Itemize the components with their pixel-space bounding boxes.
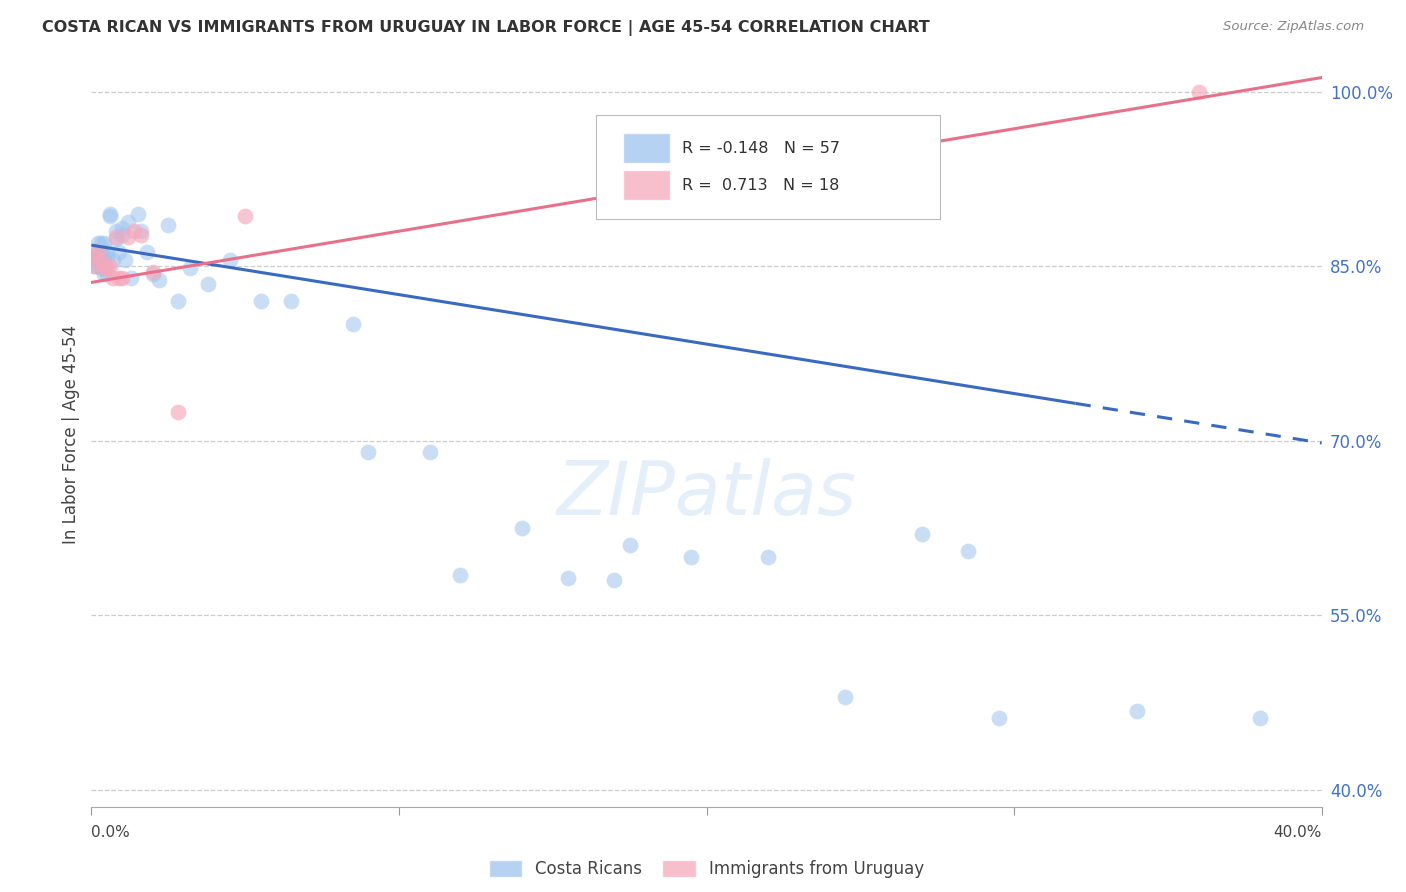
Point (157, 219, 180, 233)
Point (90, 253, 112, 268)
Point (166, 293, 188, 308)
Point (756, 549, 779, 564)
Point (129, 227, 152, 242)
Point (127, 207, 149, 221)
Text: COSTA RICAN VS IMMIGRANTS FROM URUGUAY IN LABOR FORCE | AGE 45-54 CORRELATION CH: COSTA RICAN VS IMMIGRANTS FROM URUGUAY I… (42, 20, 929, 36)
Point (111, 270, 134, 285)
Point (557, 571, 579, 585)
Point (105, 224, 127, 238)
Point (911, 526, 934, 541)
Point (1249, 711, 1271, 725)
Point (142, 267, 165, 281)
Point (117, 230, 139, 244)
Point (86, 259, 108, 273)
Point (249, 293, 271, 308)
Point (98, 259, 121, 273)
Point (105, 232, 127, 246)
Point (86, 253, 108, 268)
Legend: Costa Ricans, Immigrants from Uruguay: Costa Ricans, Immigrants from Uruguay (482, 853, 931, 885)
Y-axis label: In Labor Force | Age 45-54: In Labor Force | Age 45-54 (62, 326, 80, 544)
Point (197, 277, 219, 291)
Point (129, 224, 152, 238)
Point (124, 224, 146, 238)
Point (101, 253, 124, 268)
Point (419, 445, 441, 459)
Text: 40.0%: 40.0% (1274, 825, 1322, 840)
Point (280, 293, 302, 308)
Point (108, 245, 131, 260)
Point (1126, 704, 1149, 718)
Text: Source: ZipAtlas.com: Source: ZipAtlas.com (1223, 20, 1364, 33)
Point (86, 235, 108, 250)
Point (142, 265, 165, 279)
Point (93, 267, 115, 281)
Point (90, 247, 112, 261)
Point (105, 230, 127, 244)
Point (510, 521, 533, 535)
Point (603, 574, 626, 588)
Point (342, 318, 364, 332)
Point (834, 690, 856, 704)
Point (166, 404, 188, 418)
Point (120, 270, 142, 285)
Point (96, 261, 118, 276)
Point (111, 220, 134, 235)
Point (117, 215, 139, 229)
Point (619, 538, 641, 552)
Point (956, 544, 979, 558)
Point (987, 711, 1010, 725)
Point (101, 270, 124, 285)
Point (108, 270, 131, 285)
Point (86, 245, 108, 260)
Point (83, 250, 105, 264)
Point (98, 207, 121, 221)
Text: R =  0.713   N = 18: R = 0.713 N = 18 (682, 178, 839, 193)
Point (90, 261, 112, 276)
Point (148, 273, 170, 287)
Point (83, 253, 105, 268)
Point (114, 253, 136, 268)
Text: ZIPatlas: ZIPatlas (557, 458, 856, 531)
Point (93, 259, 115, 273)
Text: R = -0.148   N = 57: R = -0.148 N = 57 (682, 141, 839, 155)
Point (233, 209, 256, 223)
Point (179, 261, 201, 276)
Point (357, 445, 380, 459)
Point (96, 245, 118, 260)
FancyBboxPatch shape (623, 170, 669, 200)
Point (135, 245, 157, 260)
Point (681, 549, 703, 564)
Point (96, 267, 118, 281)
Point (96, 250, 118, 264)
Point (90, 253, 112, 268)
Point (1187, 85, 1209, 99)
Point (218, 253, 240, 268)
Point (449, 567, 471, 582)
Point (83, 247, 105, 261)
Text: 0.0%: 0.0% (91, 825, 131, 840)
FancyBboxPatch shape (596, 114, 941, 219)
FancyBboxPatch shape (623, 133, 669, 163)
Point (111, 227, 134, 242)
Point (93, 250, 115, 264)
Point (83, 259, 105, 273)
Point (83, 259, 105, 273)
Point (98, 209, 121, 223)
Point (86, 245, 108, 260)
Point (90, 235, 112, 250)
Point (93, 261, 115, 276)
Point (93, 235, 115, 250)
